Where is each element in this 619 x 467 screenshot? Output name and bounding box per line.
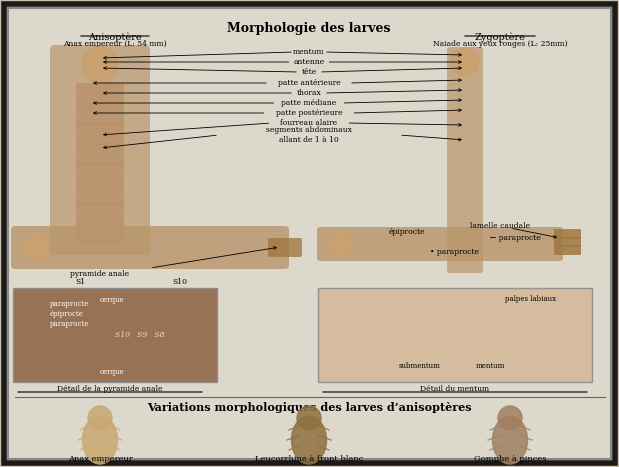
FancyBboxPatch shape	[554, 237, 581, 247]
Text: Anisoptère: Anisoptère	[88, 32, 142, 42]
Text: patte antérieure: patte antérieure	[278, 79, 340, 87]
Circle shape	[498, 406, 522, 430]
Text: segments abdominaux
allant de 1 à 10: segments abdominaux allant de 1 à 10	[266, 127, 352, 143]
Text: S10: S10	[173, 278, 188, 286]
FancyBboxPatch shape	[76, 183, 124, 205]
Text: Naiade aux yeux rouges (L: 25mm): Naiade aux yeux rouges (L: 25mm)	[433, 40, 567, 48]
Text: mentum: mentum	[293, 48, 325, 56]
Text: • paraprocte: • paraprocte	[430, 248, 479, 256]
Text: pyramide anale: pyramide anale	[71, 270, 129, 278]
FancyBboxPatch shape	[4, 4, 615, 463]
Text: tête: tête	[301, 68, 317, 76]
Circle shape	[82, 47, 118, 83]
Circle shape	[21, 233, 49, 261]
Text: Anax empereur (L: 54 mm): Anax empereur (L: 54 mm)	[63, 40, 167, 48]
Text: S10   S9   S8: S10 S9 S8	[115, 331, 165, 339]
Circle shape	[297, 406, 321, 430]
FancyBboxPatch shape	[76, 143, 124, 165]
Text: Détail du mentum: Détail du mentum	[420, 385, 490, 393]
Text: ← paraprocte: ← paraprocte	[490, 234, 541, 242]
Ellipse shape	[493, 416, 527, 464]
Circle shape	[451, 48, 479, 76]
FancyBboxPatch shape	[76, 163, 124, 185]
FancyBboxPatch shape	[318, 288, 592, 382]
Text: Anax empereur: Anax empereur	[67, 455, 132, 463]
Text: cerque: cerque	[100, 296, 124, 304]
Circle shape	[328, 232, 352, 256]
Text: Leucorrhine à front blanc: Leucorrhine à front blanc	[255, 455, 363, 463]
Text: antenne: antenne	[293, 58, 324, 66]
Ellipse shape	[292, 416, 326, 464]
Text: patte médiane: patte médiane	[282, 99, 337, 107]
Text: cerque: cerque	[100, 368, 124, 376]
FancyBboxPatch shape	[554, 229, 581, 239]
Text: mentum: mentum	[475, 362, 504, 370]
Text: fourreau alaire: fourreau alaire	[280, 119, 337, 127]
Text: Détail de la pyramide anale: Détail de la pyramide anale	[57, 385, 163, 393]
FancyBboxPatch shape	[13, 288, 217, 382]
FancyBboxPatch shape	[50, 45, 150, 255]
FancyBboxPatch shape	[76, 103, 124, 125]
Text: paraprocte: paraprocte	[50, 300, 89, 308]
Text: épiprocte: épiprocte	[50, 310, 84, 318]
Text: lamelle caudale: lamelle caudale	[470, 222, 530, 230]
Text: Variations morphologiques des larves d’anisoptères: Variations morphologiques des larves d’a…	[147, 402, 471, 413]
Text: palpes labiaux: palpes labiaux	[505, 295, 556, 303]
FancyBboxPatch shape	[447, 47, 483, 273]
FancyBboxPatch shape	[11, 226, 289, 269]
Circle shape	[88, 406, 112, 430]
FancyBboxPatch shape	[8, 8, 611, 459]
Text: Morphologie des larves: Morphologie des larves	[227, 22, 391, 35]
Text: submentum: submentum	[399, 362, 441, 370]
Ellipse shape	[82, 416, 118, 464]
FancyBboxPatch shape	[268, 238, 302, 257]
Text: Zygoptère: Zygoptère	[475, 32, 526, 42]
FancyBboxPatch shape	[76, 223, 124, 245]
Text: thorax: thorax	[297, 89, 321, 97]
Text: épiprocte: épiprocte	[389, 228, 425, 236]
Text: patte postérieure: patte postérieure	[275, 109, 342, 117]
Text: S1: S1	[75, 278, 85, 286]
FancyBboxPatch shape	[76, 83, 124, 105]
Text: Gomphe à pinces: Gomphe à pinces	[474, 455, 546, 463]
FancyBboxPatch shape	[554, 245, 581, 255]
FancyBboxPatch shape	[317, 227, 563, 261]
FancyBboxPatch shape	[76, 203, 124, 225]
FancyBboxPatch shape	[76, 123, 124, 145]
Text: paraprocte: paraprocte	[50, 320, 89, 328]
